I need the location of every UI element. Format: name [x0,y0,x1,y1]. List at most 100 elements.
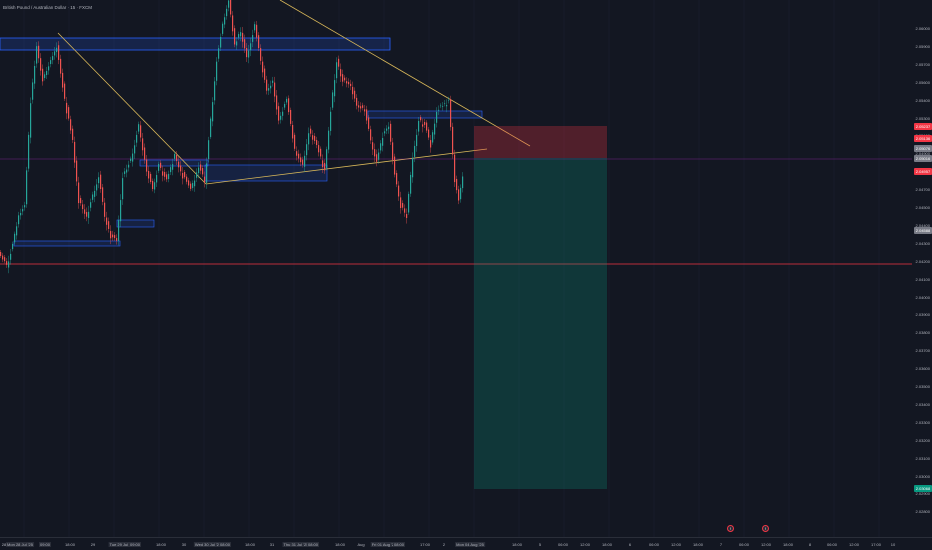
candle-body [308,133,310,145]
candle-body [134,145,136,154]
zone-top [0,37,391,51]
candle-body [342,74,344,82]
candle-body [428,129,430,138]
candle-body [338,58,340,67]
stop-loss-zone [474,126,607,158]
candle-body [22,209,24,212]
candle-body [132,153,134,162]
candle-body [50,60,52,64]
candle-body [180,165,182,172]
candle-body [254,24,256,31]
price-badge: 2.05136 [914,135,932,142]
candle-body [28,134,30,169]
candlestick-series [0,0,464,274]
candle-body [156,174,158,183]
candle-body [460,187,462,200]
price-tick-label: 2.05300 [915,115,930,121]
candle-body [362,105,364,108]
time-tick-label: 12:00 [760,542,772,547]
candle-body [306,144,308,156]
candle-body [278,106,280,121]
price-tick-label: 2.03700 [915,348,930,354]
economic-event-icon[interactable]: ! [727,525,734,532]
candle-body [436,111,438,123]
candle-body [96,184,98,191]
candle-body [370,129,372,141]
time-tick-label: 18:00 [601,542,613,547]
candle-body [336,62,338,79]
candle-body [310,128,312,134]
chart-grid [23,0,880,537]
time-tick-label: 08:00 [306,542,320,547]
candle-body [26,170,28,205]
candle-body [92,194,94,200]
price-tick-label: 2.02800 [915,509,930,515]
time-tick-label: 30 [181,542,187,547]
candle-body [346,81,348,84]
candle-body [288,98,290,113]
candle-body [426,122,428,131]
candle-body [434,123,436,135]
candle-body [364,109,366,112]
time-tick-label: 17:00 [419,542,431,547]
time-tick-label: 18:00 [64,542,76,547]
candle-body [150,173,152,183]
short-position-tool[interactable] [474,126,607,489]
candle-body [182,172,184,179]
candle-body [220,37,222,48]
candle-body [146,159,148,172]
candle-body [462,176,464,189]
candle-body [392,142,394,160]
candle-body [272,80,274,83]
candle-body [454,154,456,183]
economic-event-icon[interactable]: ! [762,525,769,532]
candle-body [198,167,200,174]
candle-body [16,226,18,236]
candle-body [170,167,172,173]
candle-body [72,128,74,140]
candle-body [266,79,268,91]
candle-body [148,170,150,179]
candle-body [192,183,194,188]
candle-body [40,58,42,71]
price-tick-label: 2.04400 [915,222,930,228]
price-tick-label: 2.03200 [915,437,930,443]
candle-body [270,85,272,89]
supply-demand-zones[interactable] [0,37,483,247]
price-badge: 2.05016 [914,155,932,162]
candle-body [124,171,126,174]
price-tick-label: 2.06000 [915,26,930,31]
candle-body [46,71,48,76]
price-axis[interactable]: 2.06000 2.05900 2.05700 2.05600 2.05400 2.053… [912,0,932,537]
candle-body [286,98,288,103]
candle-body [48,66,50,71]
candle-body [226,8,228,17]
candle-body [142,138,144,151]
candle-body [406,214,408,218]
time-tick-label: 18:00 [244,542,256,547]
price-tick-label: 2.04200 [915,258,930,264]
time-tick-label: 06:00 [826,542,838,547]
price-tick-label: 2.03000 [915,473,930,479]
candle-body [450,99,452,128]
candle-body [98,177,100,184]
candle-body [68,107,70,119]
candle-body [58,45,60,60]
candle-body [418,120,420,132]
time-axis[interactable]: 28 Mon 28 Jul '25 09:00 18:00 29 Tue 29 Jul '… [0,537,932,550]
candle-body [402,203,404,208]
candle-body [222,23,224,34]
candle-body [100,174,102,190]
price-tick-label: 2.05400 [915,97,930,103]
price-badge: 2.05237 [914,123,932,130]
time-tick-label: Tue 29 Jul '25 [108,542,136,547]
candle-body [152,180,154,190]
candle-body [238,34,240,38]
zone-right [367,110,483,119]
candle-body [176,154,178,161]
time-tick-label: Wed 30 Jul '25 [193,542,223,547]
price-badge: 2.03068 [914,485,932,492]
candle-body [160,162,162,168]
price-chart[interactable] [0,0,912,537]
time-tick-label: 12:00 [579,542,591,547]
